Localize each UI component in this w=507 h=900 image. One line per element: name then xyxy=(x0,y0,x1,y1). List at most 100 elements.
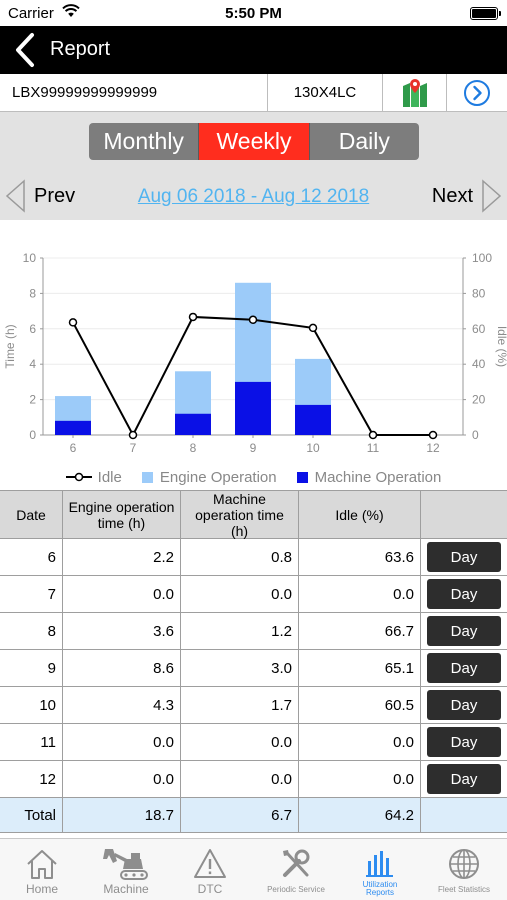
y2-tick-label: 20 xyxy=(472,393,486,407)
cell-idle: 0.0 xyxy=(299,724,421,761)
tab-dtc[interactable]: DTC xyxy=(168,839,252,900)
table-row: 9 8.6 3.0 65.1 Day xyxy=(0,650,507,687)
y-tick-label: 10 xyxy=(23,251,37,265)
cell-idle: 60.5 xyxy=(299,687,421,724)
point-idle xyxy=(188,312,198,322)
cell-machine: 1.2 xyxy=(181,613,299,650)
cell-machine: 0.0 xyxy=(181,576,299,613)
tab-bar: Home Machine DTC xyxy=(0,838,507,900)
carrier-label: Carrier xyxy=(8,5,54,22)
utilization-table: Date Engine operation time (h) Machine o… xyxy=(0,490,507,833)
y-tick-label: 8 xyxy=(29,286,36,300)
x-tick-label: 7 xyxy=(130,441,137,455)
cell-date: 12 xyxy=(0,761,63,798)
next-button[interactable]: Next xyxy=(432,178,503,214)
cell-date: 9 xyxy=(0,650,63,687)
cell-idle: 0.0 xyxy=(299,761,421,798)
machine-info-row: LBX99999999999999 130X4LC xyxy=(0,74,507,112)
triangle-left-icon xyxy=(5,179,25,213)
y2-tick-label: 40 xyxy=(472,357,486,371)
x-tick-label: 6 xyxy=(70,441,77,455)
tab-daily[interactable]: Daily xyxy=(309,123,419,160)
header-machine: Machine operation time (h) xyxy=(181,491,299,539)
cell-action: Day xyxy=(421,613,507,650)
point-idle xyxy=(428,430,438,440)
point-idle xyxy=(248,315,258,325)
legend-engine-label: Engine Operation xyxy=(159,468,277,486)
legend-idle-marker xyxy=(65,472,92,482)
legend-idle-label: Idle xyxy=(97,468,122,486)
point-idle xyxy=(68,318,78,327)
table-total-row: Total 18.7 6.7 64.2 xyxy=(0,798,507,833)
cell-engine: 0.0 xyxy=(63,576,181,613)
tab-machine[interactable]: Machine xyxy=(84,839,168,900)
date-range-link[interactable]: Aug 06 2018 - Aug 12 2018 xyxy=(137,186,370,207)
period-segmented-control: Monthly Weekly Daily xyxy=(89,123,419,160)
home-icon xyxy=(27,850,57,879)
legend-machine-swatch xyxy=(296,471,308,483)
cell-date: 7 xyxy=(0,576,63,613)
day-button[interactable]: Day xyxy=(427,616,501,646)
table-row: 6 2.2 0.8 63.6 Day xyxy=(0,539,507,576)
cell-machine: 0.0 xyxy=(181,761,299,798)
tab-utilization-reports[interactable]: Utilization Reports xyxy=(338,839,422,900)
x-tick-label: 12 xyxy=(426,441,440,455)
machine-serial: LBX99999999999999 xyxy=(0,74,268,111)
cell-idle: 66.7 xyxy=(299,613,421,650)
bar-machine-operation xyxy=(235,381,271,435)
table-row: 12 0.0 0.0 0.0 Day xyxy=(0,761,507,798)
cell-date: 6 xyxy=(0,539,63,576)
map-button[interactable] xyxy=(383,74,447,111)
excavator-icon xyxy=(103,849,148,880)
clock: 5:50 PM xyxy=(225,5,282,22)
tab-periodic-service[interactable]: Periodic Service xyxy=(254,839,338,900)
y2-tick-label: 0 xyxy=(472,428,479,442)
point-idle xyxy=(128,430,138,440)
table-row: 11 0.0 0.0 0.0 Day xyxy=(0,724,507,761)
day-button[interactable]: Day xyxy=(427,579,501,609)
legend-engine-swatch xyxy=(141,471,153,483)
tab-utilization-reports-label: Utilization Reports xyxy=(362,880,398,897)
nav-bar: Report xyxy=(0,26,507,74)
prev-button[interactable]: Prev xyxy=(4,178,75,214)
cell-engine: 0.0 xyxy=(63,724,181,761)
tab-home[interactable]: Home xyxy=(0,839,84,900)
machine-detail-button[interactable] xyxy=(447,74,507,111)
cell-action: Day xyxy=(421,687,507,724)
y-tick-label: 2 xyxy=(29,393,36,407)
y-axis-label: Time (h) xyxy=(3,324,17,368)
utilization-chart: 0 2 4 6 8 10 0 20 40 60 80 100 Time (h) Idle (%) 6 7 8 9 1… xyxy=(0,220,507,490)
day-button[interactable]: Day xyxy=(427,764,501,794)
cell-engine: 2.2 xyxy=(63,539,181,576)
x-tick-label: 9 xyxy=(250,441,257,455)
day-button[interactable]: Day xyxy=(427,690,501,720)
table-header: Date Engine operation time (h) Machine o… xyxy=(0,491,507,539)
cell-action: Day xyxy=(421,724,507,761)
day-button[interactable]: Day xyxy=(427,542,501,572)
tab-fleet-statistics[interactable]: Fleet Statistics xyxy=(422,839,506,900)
tab-monthly[interactable]: Monthly xyxy=(89,123,200,160)
tab-home-label: Home xyxy=(25,882,58,896)
day-button[interactable]: Day xyxy=(427,653,501,683)
back-button[interactable] xyxy=(12,32,42,68)
cell-date: 10 xyxy=(0,687,63,724)
globe-icon xyxy=(449,849,479,879)
wifi-icon xyxy=(62,4,80,23)
legend-machine-label: Machine Operation xyxy=(314,468,442,486)
y-tick-label: 0 xyxy=(29,428,36,442)
cell-machine: 3.0 xyxy=(181,650,299,687)
cell-action: Day xyxy=(421,650,507,687)
x-tick-label: 8 xyxy=(190,441,197,455)
legend-engine: Engine Operation xyxy=(141,468,277,486)
day-button[interactable]: Day xyxy=(427,727,501,757)
period-selector: Monthly Weekly Daily Prev Aug 06 2018 - … xyxy=(0,112,507,220)
tab-weekly[interactable]: Weekly xyxy=(199,123,310,160)
tab-dtc-label: DTC xyxy=(197,882,223,896)
chevron-right-circle-icon xyxy=(464,79,490,106)
total-engine: 18.7 xyxy=(63,798,181,833)
bar-machine-operation xyxy=(295,404,331,435)
cell-idle: 63.6 xyxy=(299,539,421,576)
x-tick-label: 11 xyxy=(367,441,380,455)
legend-idle: Idle xyxy=(65,468,122,486)
